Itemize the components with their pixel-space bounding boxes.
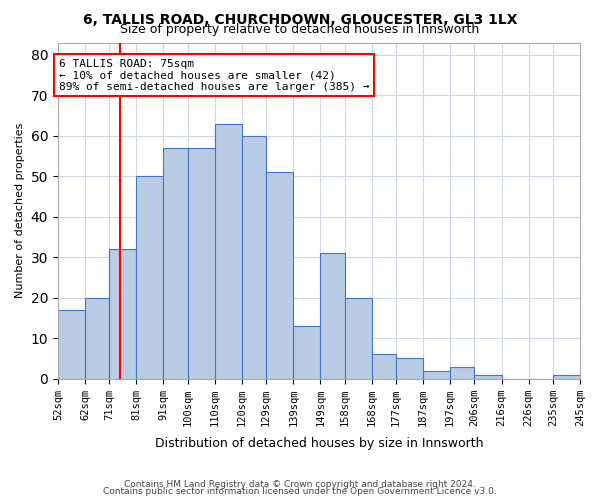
Text: Contains HM Land Registry data © Crown copyright and database right 2024.: Contains HM Land Registry data © Crown c… (124, 480, 476, 489)
Bar (58, 310, 85, 378)
X-axis label: Distribution of detached houses by size in Innsworth: Distribution of detached houses by size … (155, 437, 483, 450)
Bar (553, 374, 580, 378)
Bar (163, 148, 188, 378)
Text: Contains public sector information licensed under the Open Government Licence v3: Contains public sector information licen… (103, 487, 497, 496)
Bar (320, 253, 344, 378)
Bar (293, 326, 320, 378)
Bar (423, 370, 450, 378)
Text: 6, TALLIS ROAD, CHURCHDOWN, GLOUCESTER, GL3 1LX: 6, TALLIS ROAD, CHURCHDOWN, GLOUCESTER, … (83, 12, 517, 26)
Y-axis label: Number of detached properties: Number of detached properties (15, 123, 25, 298)
Bar (109, 249, 136, 378)
Bar (266, 172, 293, 378)
Text: 6 TALLIS ROAD: 75sqm
← 10% of detached houses are smaller (42)
89% of semi-detac: 6 TALLIS ROAD: 75sqm ← 10% of detached h… (59, 58, 369, 92)
Bar (344, 298, 372, 378)
Bar (396, 358, 423, 378)
Bar (450, 366, 475, 378)
Bar (215, 124, 242, 378)
Text: Size of property relative to detached houses in Innsworth: Size of property relative to detached ho… (121, 22, 479, 36)
Bar (188, 148, 215, 378)
Bar (85, 298, 109, 378)
Bar (242, 136, 266, 378)
Bar (136, 176, 163, 378)
Bar (372, 354, 396, 378)
Bar (475, 374, 502, 378)
